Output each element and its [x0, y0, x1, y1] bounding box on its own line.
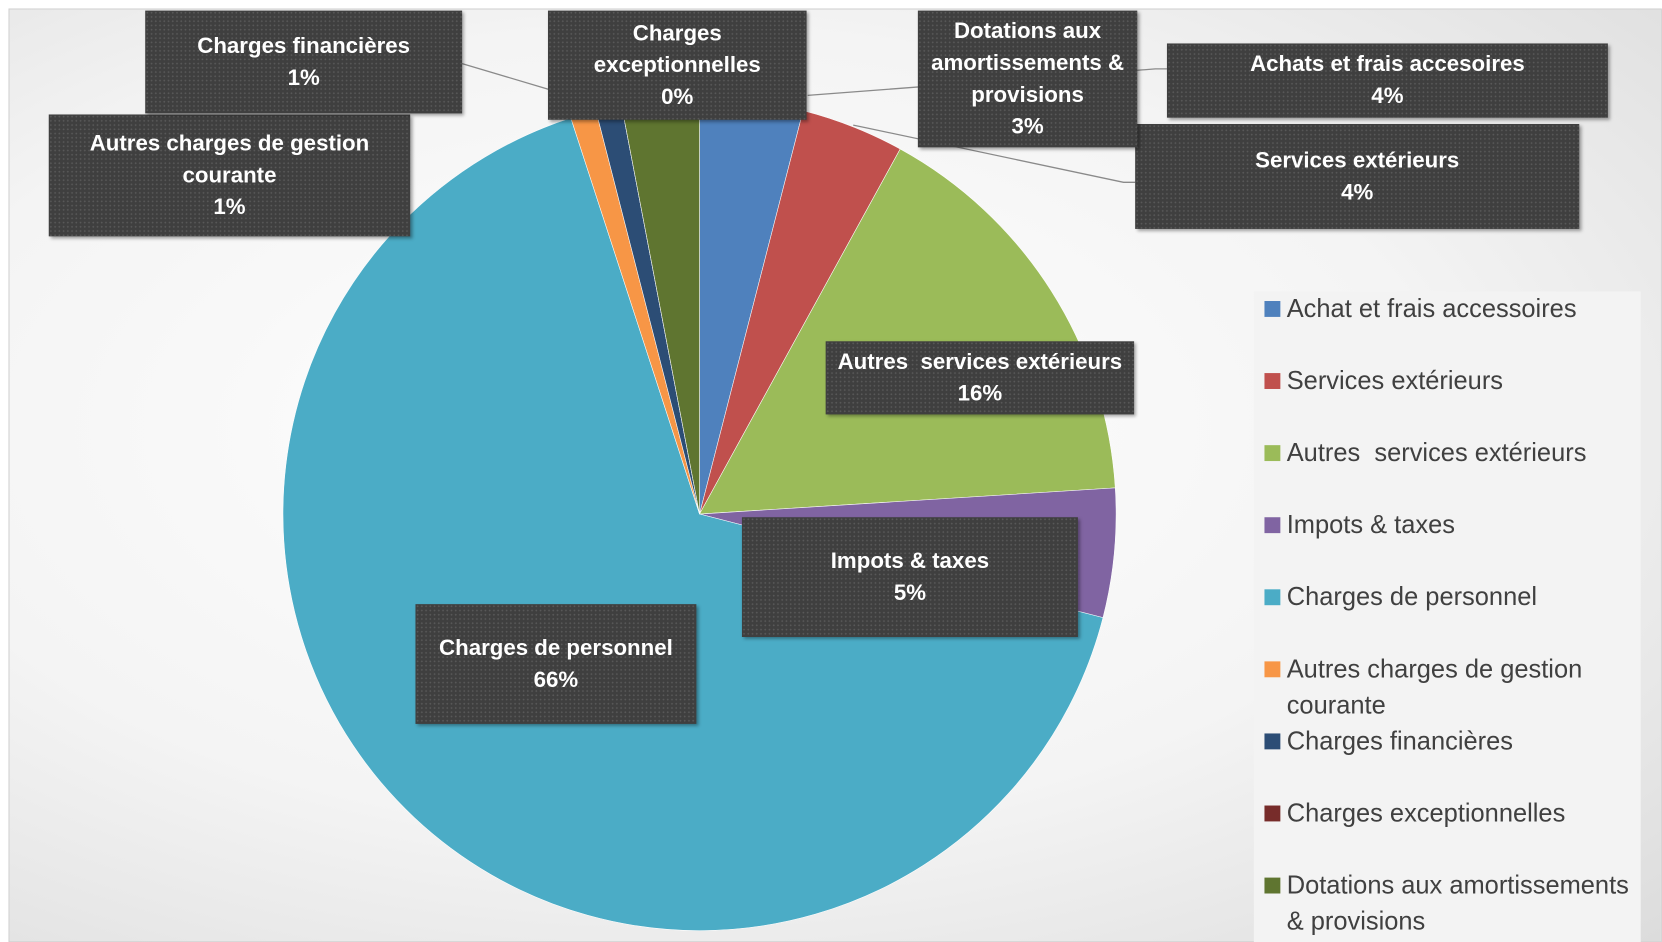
- data-label-value: 0%: [661, 84, 694, 109]
- data-label-name: Charges exceptionnelles: [593, 20, 761, 77]
- data-label-name: Dotations aux amortissements & provision…: [931, 18, 1131, 107]
- data-label-value: 5%: [893, 580, 927, 605]
- legend-swatch: [1264, 373, 1281, 389]
- legend-swatch: [1264, 661, 1281, 678]
- legend-entry: Autres charges de gestion courante: [1264, 652, 1630, 724]
- legend-swatch: [1264, 877, 1281, 894]
- pie: [282, 97, 1117, 931]
- legend-swatch: [1264, 301, 1281, 317]
- data-label: Impots & taxes 5%: [741, 517, 1078, 637]
- legend-label: Charges exceptionnelles: [1286, 799, 1566, 828]
- data-label: Achats et frais accesoires 4%: [1166, 43, 1608, 118]
- legend-entry: Achat et frais accessoires: [1264, 291, 1630, 327]
- data-label: Charges financières 1%: [145, 10, 463, 114]
- legend-label: Services extérieurs: [1286, 366, 1504, 396]
- data-label-name: Charges financières: [197, 33, 411, 58]
- legend-label: Charges financières: [1286, 727, 1513, 756]
- legend-swatch: [1264, 733, 1281, 750]
- legend-label: Autres charges de gestion courante: [1286, 655, 1590, 720]
- data-label-value: 1%: [213, 194, 246, 219]
- data-label-value: 66%: [533, 667, 579, 692]
- legend-entry: Autres services extérieurs: [1264, 436, 1630, 472]
- data-label-name: Autres charges de gestion courante: [89, 130, 376, 188]
- legend-entry: Services extérieurs: [1264, 364, 1630, 400]
- legend-swatch: [1264, 517, 1281, 534]
- data-label: Charges exceptionnelles 0%: [547, 10, 807, 120]
- data-label-name: Autres services extérieurs: [837, 349, 1123, 374]
- legend-label: Impots & taxes: [1286, 510, 1455, 540]
- legend-swatch: [1264, 805, 1281, 822]
- legend-entry: Charges financières: [1264, 724, 1630, 760]
- data-label-value: 16%: [957, 381, 1003, 406]
- data-label-value: 4%: [1341, 179, 1374, 205]
- data-label: Dotations aux amortissements & provision…: [917, 10, 1138, 148]
- data-label-name: Achats et frais accesoires: [1250, 51, 1525, 77]
- data-label: Autres charges de gestion courante 1%: [48, 114, 411, 237]
- legend-label: Autres services extérieurs: [1286, 438, 1587, 468]
- data-label-value: 4%: [1371, 83, 1404, 109]
- data-label: Charges de personnel 66%: [415, 604, 697, 724]
- data-label: Services extérieurs 4%: [1135, 124, 1580, 229]
- legend-label: Dotations aux amortissements & provision…: [1286, 871, 1636, 936]
- legend-swatch: [1264, 445, 1281, 462]
- legend-entry: Charges de personnel: [1264, 580, 1630, 616]
- data-label-name: Impots & taxes: [830, 548, 990, 573]
- pie-slice: [282, 117, 1104, 931]
- data-label-value: 3%: [1011, 113, 1044, 139]
- data-label-value: 1%: [287, 65, 320, 90]
- legend-label: Achat et frais accessoires: [1286, 294, 1577, 324]
- legend-entry: Dotations aux amortissements & provision…: [1264, 868, 1630, 940]
- legend-swatch: [1264, 589, 1281, 606]
- legend-label: Charges de personnel: [1286, 582, 1538, 612]
- pie-slice: [699, 148, 1116, 515]
- data-label-name: Charges de personnel: [439, 635, 673, 660]
- legend: Achat et frais accessoires Services extér…: [1253, 291, 1641, 942]
- legend-entry: Charges exceptionnelles: [1264, 796, 1630, 832]
- data-label-name: Services extérieurs: [1255, 147, 1460, 173]
- data-label: Autres services extérieurs 16%: [825, 341, 1135, 415]
- legend-entry: Impots & taxes: [1264, 508, 1630, 544]
